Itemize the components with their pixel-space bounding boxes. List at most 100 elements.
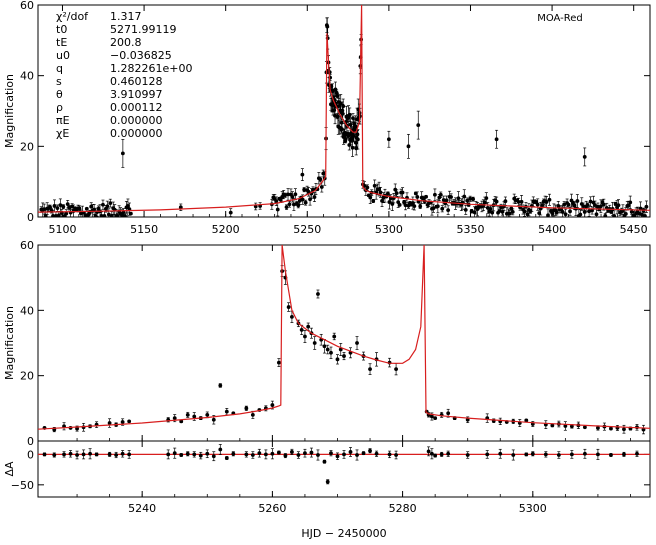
bottom-xtick-label: 5280	[389, 502, 417, 515]
top-data-point	[55, 206, 60, 211]
param-q-value: 1.282261e+00	[110, 62, 192, 75]
residual-data-point	[107, 452, 112, 457]
residual-data-point	[68, 451, 73, 456]
residual-data-point	[276, 450, 281, 455]
top-data-point	[102, 214, 107, 217]
top-data-point	[612, 214, 616, 217]
residual-data-point	[329, 451, 333, 456]
top-data-point	[613, 201, 618, 206]
residual-data-point	[185, 451, 190, 456]
top-data-point	[293, 192, 298, 197]
top-data-point	[528, 209, 533, 214]
middle-ytick-label: 40	[20, 304, 34, 317]
residual-data-point	[218, 447, 223, 452]
top-data-point	[318, 177, 323, 182]
top-data-point	[424, 194, 428, 199]
top-data-point	[300, 172, 305, 177]
residual-data-point	[465, 453, 470, 457]
top-data-point	[70, 204, 75, 209]
top-data-point	[378, 190, 383, 195]
middle-data-point	[609, 426, 613, 431]
middle-data-point	[218, 383, 223, 388]
top-data-point	[353, 140, 358, 145]
top-data-point	[283, 193, 287, 198]
middle-data-point	[179, 419, 184, 424]
top-data-point	[510, 209, 515, 214]
param-s-value: 0.460128	[110, 75, 163, 88]
top-data-point	[120, 151, 125, 156]
residual-data-point	[309, 450, 314, 455]
top-data-point	[403, 203, 408, 208]
residual-data-point	[543, 452, 548, 457]
residual-data-point	[172, 451, 177, 456]
bottom-ytick-label: −50	[11, 479, 34, 492]
top-data-point	[406, 144, 411, 149]
top-data-point	[643, 214, 647, 217]
residual-data-point	[322, 459, 327, 464]
middle-data-point	[299, 328, 304, 332]
residual-data-point	[511, 453, 516, 457]
middle-ytick-label: 60	[20, 239, 34, 252]
residual-data-point	[120, 451, 125, 456]
param-q-name: q	[56, 62, 63, 75]
top-data-point	[463, 208, 468, 212]
bottom-y-axis-label: ΔA	[3, 461, 16, 477]
middle-data-point	[368, 367, 372, 372]
middle-data-point	[563, 424, 568, 428]
top-data-point	[300, 197, 305, 202]
residual-data-point	[257, 451, 262, 456]
top-data-point	[397, 203, 402, 207]
param-chiE-value: 0.000000	[110, 127, 163, 140]
middle-data-point	[316, 292, 320, 296]
top-data-point	[109, 214, 114, 217]
top-xtick-label: 5150	[130, 223, 158, 236]
top-data-point	[593, 203, 597, 208]
top-data-point	[465, 198, 470, 203]
residual-data-point	[325, 479, 330, 484]
top-data-point	[566, 202, 571, 207]
top-data-point	[51, 214, 55, 217]
top-data-point	[537, 211, 542, 215]
top-data-point	[456, 196, 461, 201]
residual-data-point	[290, 450, 294, 454]
residual-data-point	[342, 452, 346, 457]
top-data-point	[563, 212, 568, 217]
top-data-point	[58, 203, 63, 208]
top-data-point	[644, 204, 649, 209]
top-data-point	[440, 206, 445, 211]
top-data-point	[386, 191, 390, 196]
residual-data-point	[270, 451, 275, 456]
middle-data-point	[107, 421, 112, 425]
bottom-xtick-label: 5240	[128, 502, 156, 515]
top-data-point	[578, 212, 583, 217]
middle-data-point	[185, 412, 190, 417]
middle-data-point	[433, 416, 438, 421]
top-data-point	[274, 199, 279, 204]
middle-data-point	[332, 334, 337, 339]
top-data-point	[582, 155, 587, 159]
residual-data-point	[394, 453, 398, 457]
fit-parameters: χ²/dof 1.317 t0 5271.99119 tE 200.8 u0 −…	[56, 10, 192, 140]
residual-data-point	[75, 453, 79, 457]
top-data-point	[629, 209, 634, 214]
middle-panel-plot	[38, 245, 650, 435]
top-data-point	[306, 189, 311, 194]
top-data-point	[64, 211, 69, 216]
residual-data-point	[530, 451, 535, 456]
top-data-point	[519, 199, 524, 204]
top-data-point	[468, 196, 473, 201]
residual-data-point	[94, 452, 99, 457]
middle-data-point	[270, 403, 275, 407]
top-data-point	[462, 194, 467, 199]
top-data-point	[128, 211, 133, 216]
top-data-point	[386, 137, 391, 142]
middle-data-point	[120, 420, 125, 424]
middle-data-point	[338, 347, 343, 352]
top-data-point	[484, 196, 489, 201]
param-u0-name: u0	[56, 49, 70, 62]
residual-data-point	[211, 454, 216, 459]
top-data-point	[554, 210, 559, 215]
residual-data-point	[283, 453, 288, 458]
top-data-point	[371, 199, 376, 203]
top-ytick-label: 0	[27, 211, 34, 224]
